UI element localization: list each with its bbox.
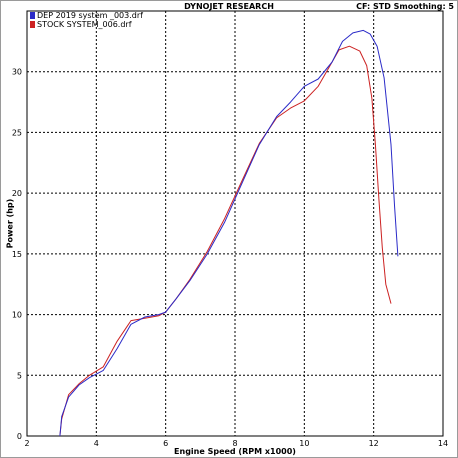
y-tick-label: 30: [12, 68, 22, 77]
y-tick-label: 25: [12, 128, 22, 137]
x-tick-label: 2: [24, 439, 29, 448]
y-axis-title: Power (hp): [5, 198, 15, 248]
x-tick-label: 12: [369, 439, 379, 448]
x-tick-label: 4: [94, 439, 99, 448]
x-tick-label: 14: [438, 439, 448, 448]
x-tick-label: 8: [232, 439, 237, 448]
settings-readout: CF: STD Smoothing: 5: [356, 2, 454, 11]
x-tick-label: 10: [299, 439, 309, 448]
y-tick-label: 20: [12, 189, 22, 198]
y-tick-label: 10: [12, 311, 22, 320]
x-tick-label: 6: [163, 439, 168, 448]
legend-swatch-2: [30, 21, 35, 28]
y-tick-label: 15: [12, 250, 22, 259]
chart-title: DYNOJET RESEARCH: [184, 2, 274, 11]
legend-entry-2: STOCK SYSTEM_006.drf: [30, 20, 132, 29]
legend-swatch-1: [30, 12, 35, 19]
legend-label-1: DEP 2019 system _003.drf: [37, 11, 143, 20]
y-tick-label: 5: [17, 371, 22, 380]
series-line-2: [59, 45, 392, 437]
x-axis-title: Engine Speed (RPM x1000): [174, 447, 296, 456]
legend-label-2: STOCK SYSTEM_006.drf: [37, 20, 132, 29]
series-line-1: [59, 29, 399, 437]
y-tick-label: 0: [17, 432, 22, 441]
legend-entry-1: DEP 2019 system _003.drf: [30, 11, 143, 20]
